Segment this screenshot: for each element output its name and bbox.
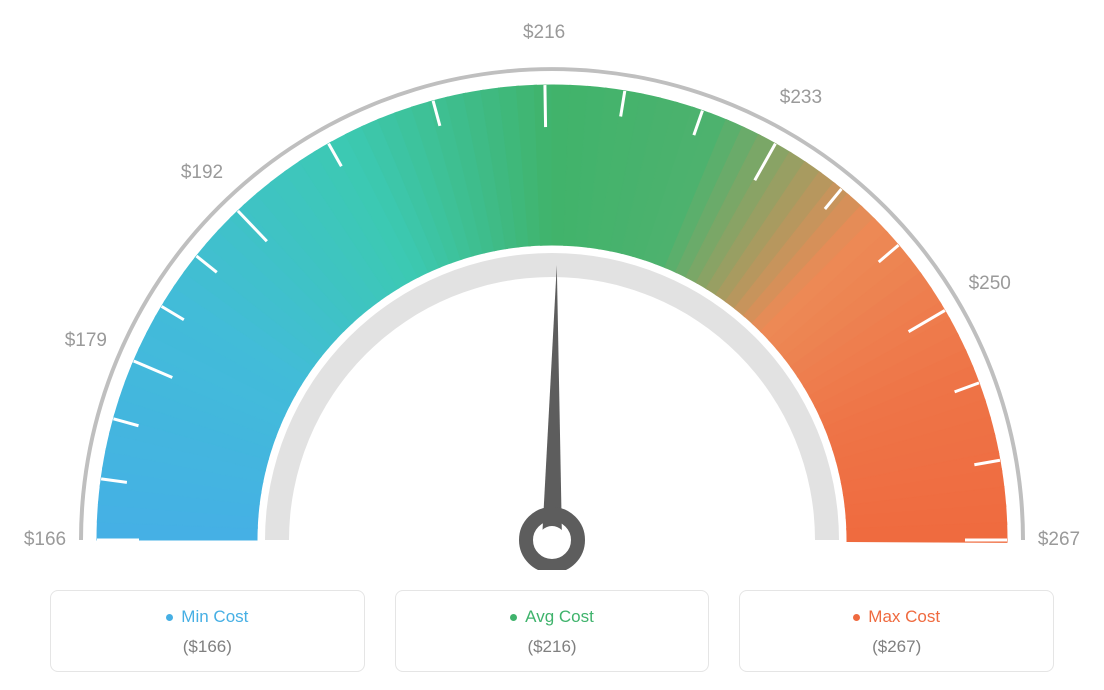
legend-max-label: Max Cost [868, 607, 940, 627]
tick-label: $192 [181, 162, 223, 184]
legend-avg-label: Avg Cost [525, 607, 594, 627]
legend-min-header: Min Cost [71, 607, 344, 627]
tick-label: $216 [523, 22, 565, 44]
gauge: $166 $179 $192 $216 $233 $250 $267 [0, 0, 1104, 570]
legend-max-value: ($267) [760, 637, 1033, 657]
legend-card-avg: Avg Cost ($216) [395, 590, 710, 672]
legend-row: Min Cost ($166) Avg Cost ($216) Max Cost… [50, 590, 1054, 672]
legend-max-header: Max Cost [760, 607, 1033, 627]
legend-card-max: Max Cost ($267) [739, 590, 1054, 672]
legend-avg-dot [510, 614, 517, 621]
legend-max-dot [853, 614, 860, 621]
tick-label: $166 [24, 529, 66, 551]
legend-card-min: Min Cost ($166) [50, 590, 365, 672]
legend-avg-header: Avg Cost [416, 607, 689, 627]
legend-min-value: ($166) [71, 637, 344, 657]
chart-container: $166 $179 $192 $216 $233 $250 $267 Min Cost ($… [0, 0, 1104, 690]
tick-label: $233 [780, 87, 822, 109]
legend-avg-value: ($216) [416, 637, 689, 657]
legend-min-dot [166, 614, 173, 621]
gauge-svg [0, 0, 1104, 570]
tick-label: $250 [969, 273, 1011, 295]
tick-label: $267 [1038, 529, 1080, 551]
legend-min-label: Min Cost [181, 607, 248, 627]
tick-label: $179 [65, 330, 107, 352]
